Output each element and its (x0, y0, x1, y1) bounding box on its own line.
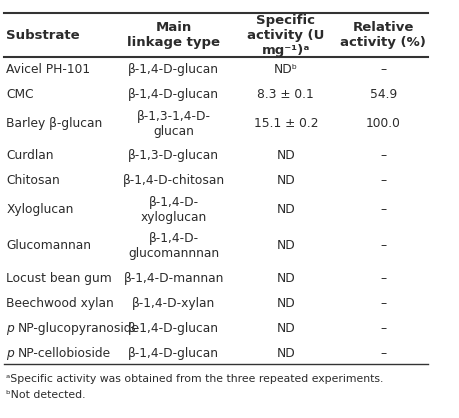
Text: β-1,4-D-mannan: β-1,4-D-mannan (123, 272, 224, 285)
Text: Main
linkage type: Main linkage type (127, 21, 220, 49)
Text: –: – (380, 272, 386, 285)
Text: Specific
activity (U
mg⁻¹)ᵃ: Specific activity (U mg⁻¹)ᵃ (247, 14, 325, 56)
Text: –: – (380, 149, 386, 163)
Text: Barley β-glucan: Barley β-glucan (6, 117, 103, 130)
Text: Locust bean gum: Locust bean gum (6, 272, 112, 285)
Text: ND: ND (276, 203, 295, 217)
Text: –: – (380, 322, 386, 335)
Text: Chitosan: Chitosan (6, 174, 60, 187)
Text: ND: ND (276, 174, 295, 187)
Text: NP-cellobioside: NP-cellobioside (18, 347, 111, 360)
Text: β-1,4-D-glucan: β-1,4-D-glucan (128, 322, 219, 335)
Text: 54.9: 54.9 (369, 88, 397, 101)
Text: β-1,3-1,4-D-
glucan: β-1,3-1,4-D- glucan (137, 110, 211, 138)
Text: 100.0: 100.0 (366, 117, 401, 130)
Text: β-1,4-D-glucan: β-1,4-D-glucan (128, 63, 219, 76)
Text: β-1,4-D-xylan: β-1,4-D-xylan (132, 297, 215, 310)
Text: Avicel PH-101: Avicel PH-101 (6, 63, 90, 76)
Text: Substrate: Substrate (6, 28, 80, 42)
Text: –: – (380, 203, 386, 217)
Text: ND: ND (276, 240, 295, 252)
Text: β-1,4-D-glucan: β-1,4-D-glucan (128, 88, 219, 101)
Text: NP-glucopyranoside: NP-glucopyranoside (18, 322, 140, 335)
Text: ND: ND (276, 347, 295, 360)
Text: –: – (380, 297, 386, 310)
Text: β-1,4-D-
xyloglucan: β-1,4-D- xyloglucan (140, 196, 207, 224)
Text: ᵃSpecific activity was obtained from the three repeated experiments.: ᵃSpecific activity was obtained from the… (6, 374, 384, 384)
Text: 15.1 ± 0.2: 15.1 ± 0.2 (254, 117, 318, 130)
Text: –: – (380, 240, 386, 252)
Text: –: – (380, 174, 386, 187)
Text: –: – (380, 347, 386, 360)
Text: β-1,4-D-
glucomannnan: β-1,4-D- glucomannnan (128, 232, 219, 260)
Text: CMC: CMC (6, 88, 34, 101)
Text: 8.3 ± 0.1: 8.3 ± 0.1 (257, 88, 314, 101)
Text: ND: ND (276, 272, 295, 285)
Text: ᵇNot detected.: ᵇNot detected. (6, 390, 86, 400)
Text: p: p (6, 347, 14, 360)
Text: Curdlan: Curdlan (6, 149, 54, 163)
Text: Glucomannan: Glucomannan (6, 240, 91, 252)
Text: NDᵇ: NDᵇ (274, 63, 298, 76)
Text: β-1,3-D-glucan: β-1,3-D-glucan (128, 149, 219, 163)
Text: –: – (380, 63, 386, 76)
Text: β-1,4-D-chitosan: β-1,4-D-chitosan (123, 174, 225, 187)
Text: β-1,4-D-glucan: β-1,4-D-glucan (128, 347, 219, 360)
Text: Relative
activity (%): Relative activity (%) (340, 21, 426, 49)
Text: Xyloglucan: Xyloglucan (6, 203, 74, 217)
Text: ND: ND (276, 322, 295, 335)
Text: p: p (6, 322, 14, 335)
Text: Beechwood xylan: Beechwood xylan (6, 297, 114, 310)
Text: ND: ND (276, 149, 295, 163)
Text: ND: ND (276, 297, 295, 310)
